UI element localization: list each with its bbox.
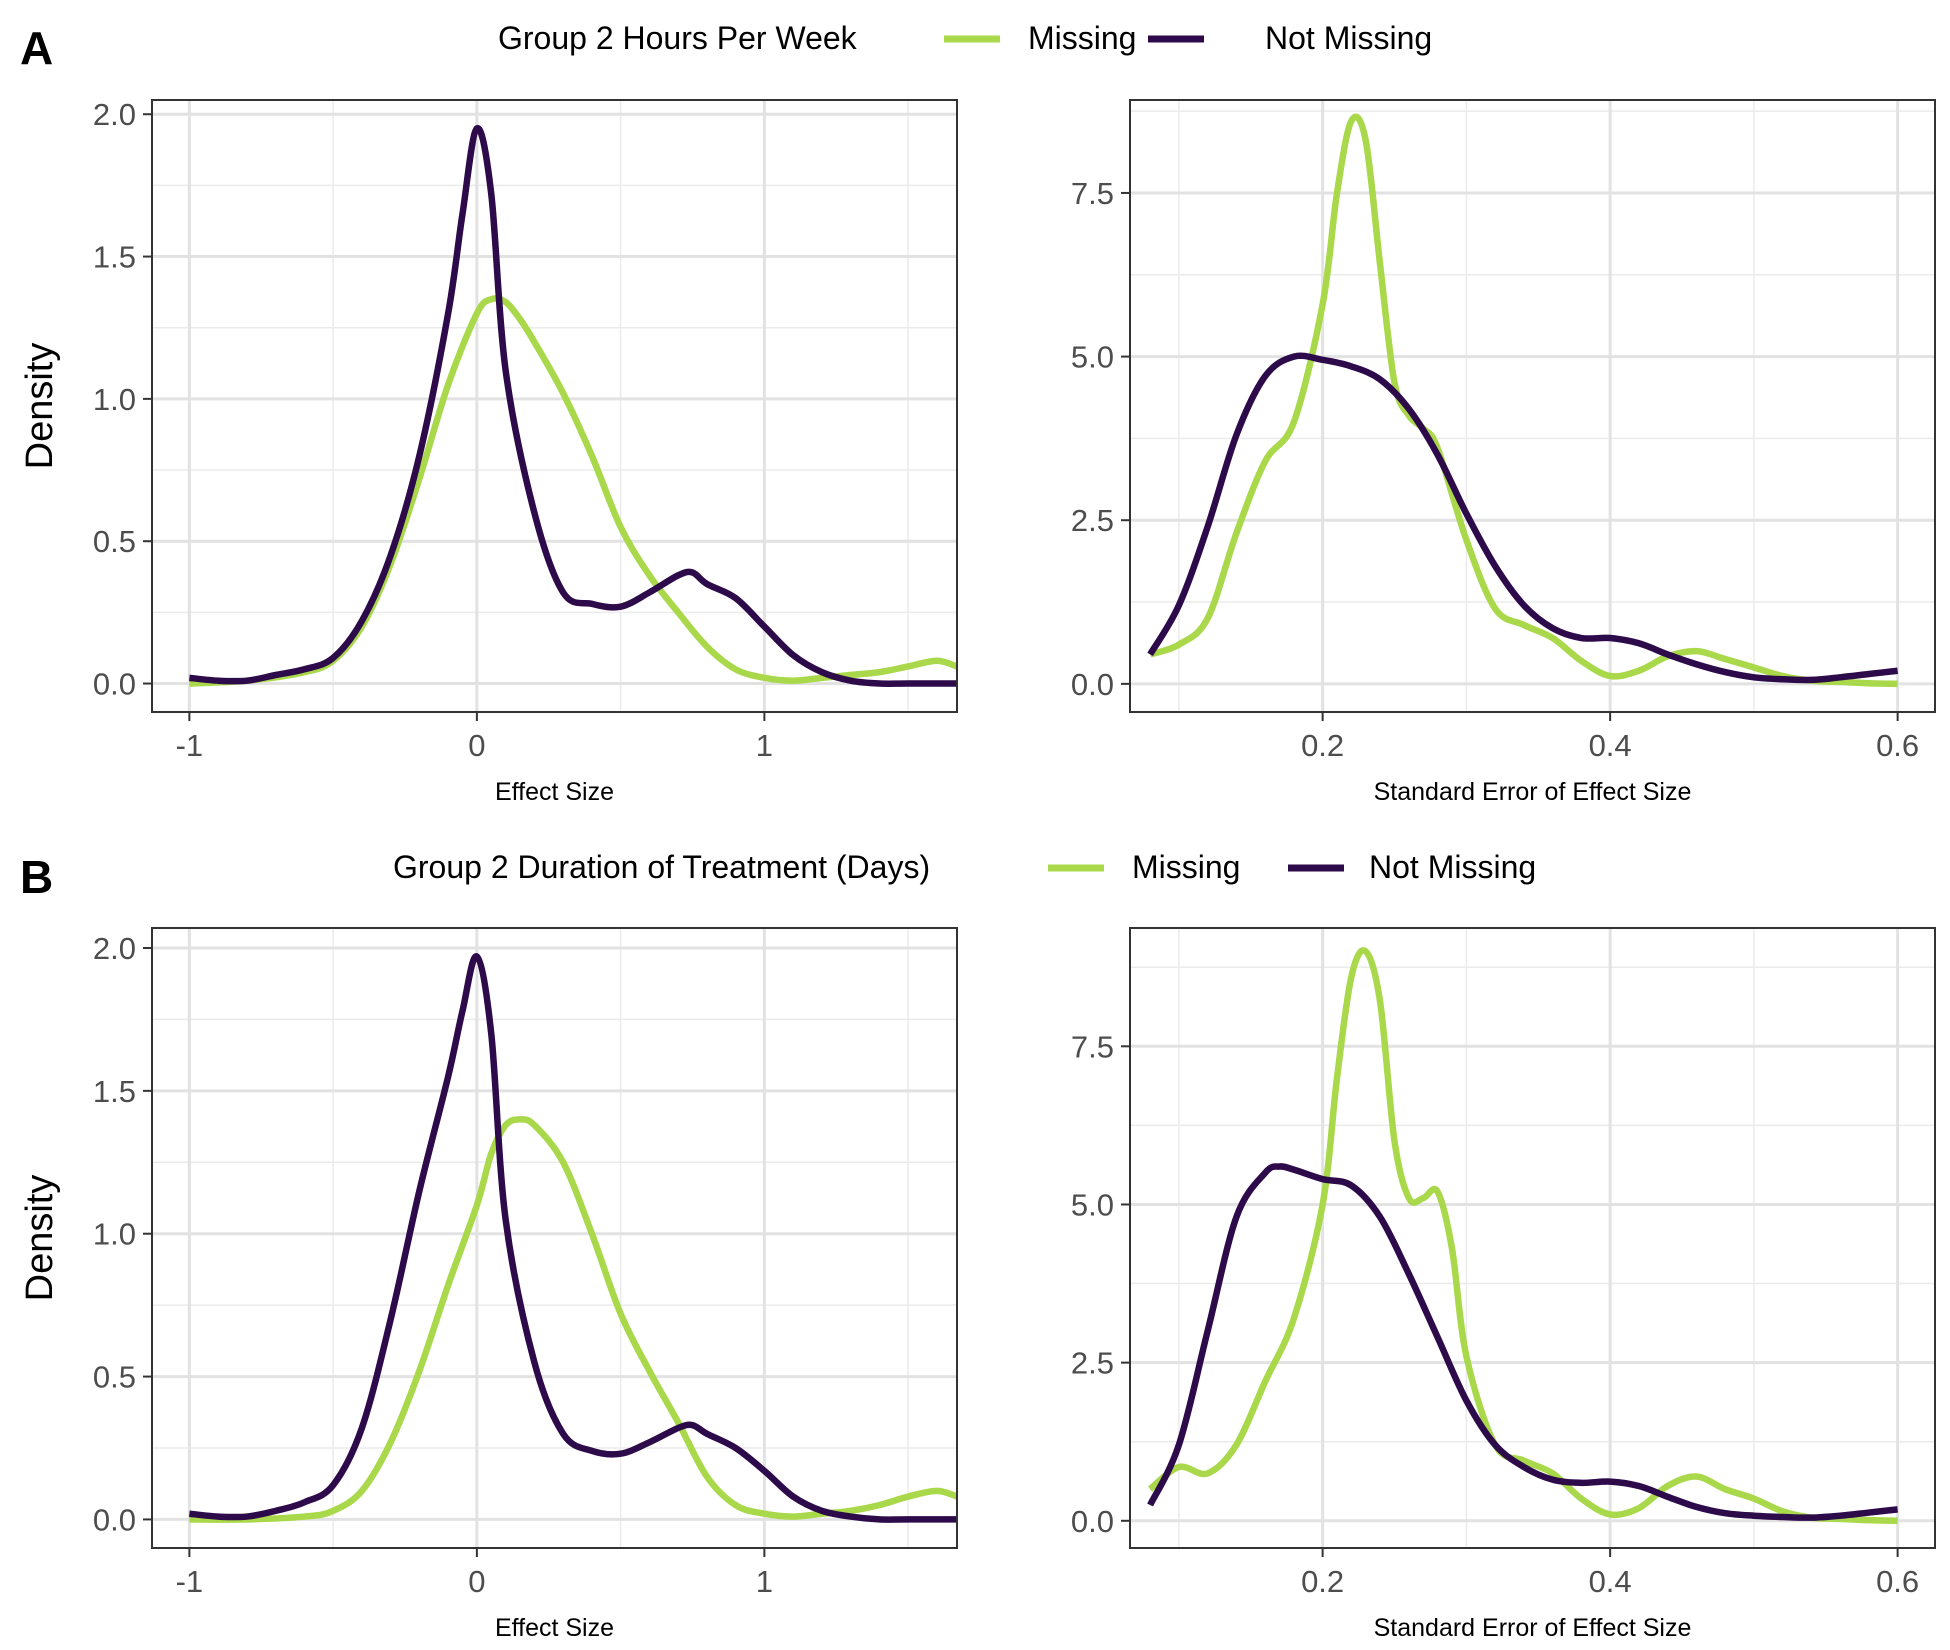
x-axis-title: Standard Error of Effect Size [1374,778,1692,806]
panel-label-a: A [20,22,53,74]
x-tick-label: 1 [756,728,773,763]
y-tick-label: 1.0 [93,1217,136,1252]
legend-b: Group 2 Duration of Treatment (Days) Mis… [393,849,1536,885]
plot-border [1129,99,1936,713]
legend-a-missing-label: Missing [1028,20,1136,56]
y-tick-label: 0.0 [93,667,136,702]
plot-2: 0.2 0.4 0.6 0.0 2.5 5.0 7.5 Standard Error of E… [1071,99,1936,806]
x-tick-label: 0.4 [1589,728,1632,763]
y-tick-label: 1.5 [93,1074,136,1109]
y-tick-label: 0.0 [93,1502,136,1537]
series-line-not-missing [189,125,957,687]
x-tick-label: -1 [176,1564,204,1599]
y-tick-label: 2.5 [1071,503,1114,538]
legend-a-title: Group 2 Hours Per Week [498,20,858,56]
y-tick-label: 0.0 [1071,1504,1114,1539]
y-tick-label: 7.5 [1071,176,1114,211]
plot-border [151,927,958,1549]
y-tick-label: 7.5 [1071,1029,1114,1064]
x-tick-label: 0.2 [1301,1564,1344,1599]
plot-4: 0.2 0.4 0.6 0.0 2.5 5.0 7.5 Standard Error of E… [1071,927,1936,1642]
y-tick-label: 0.0 [1071,667,1114,702]
y-tick-label: 5.0 [1071,1187,1114,1222]
plot-background [1130,928,1935,1548]
legend-b-not-missing-label: Not Missing [1369,849,1536,885]
y-tick-label: 2.0 [93,931,136,966]
y-tick-label: 2.0 [93,97,136,132]
legend-b-missing-label: Missing [1132,849,1240,885]
plot-border [151,99,958,713]
x-tick-label: 0.4 [1589,1564,1632,1599]
y-axis-title: Density [19,1175,61,1302]
series-line-missing [1148,947,1898,1525]
y-tick-label: 1.5 [93,240,136,275]
legend-a-not-missing-label: Not Missing [1265,20,1432,56]
series-line-not-missing [1147,1163,1898,1521]
plots: -1 0 1 0.0 0.5 1.0 1.5 2.0 Effect Size Density 0.2… [19,97,1936,1642]
x-axis-title: Effect Size [495,1614,614,1642]
series-line-not-missing [189,953,957,1523]
plot-background [152,928,957,1548]
y-tick-label: 0.5 [93,1360,136,1395]
y-tick-label: 1.0 [93,382,136,417]
plot-1: -1 0 1 0.0 0.5 1.0 1.5 2.0 Effect Size Density [19,97,958,806]
x-tick-label: 0.2 [1301,728,1344,763]
x-tick-label: 1 [756,1564,773,1599]
plot-3: -1 0 1 0.0 0.5 1.0 1.5 2.0 Effect Size Density [19,927,958,1642]
y-tick-label: 5.0 [1071,340,1114,375]
y-tick-label: 2.5 [1071,1346,1114,1381]
plot-background [152,100,957,712]
x-tick-label: 0.6 [1876,1564,1919,1599]
x-axis-title: Effect Size [495,778,614,806]
x-tick-label: 0 [468,1564,485,1599]
legend-b-title: Group 2 Duration of Treatment (Days) [393,849,930,885]
x-tick-label: 0.6 [1876,728,1919,763]
x-tick-label: -1 [176,728,204,763]
legend-a: Group 2 Hours Per Week Missing Not Missi… [498,20,1432,56]
y-axis-title: Density [19,343,61,470]
plot-border [1129,927,1936,1549]
panel-label-b: B [20,851,53,903]
x-tick-label: 0 [468,728,485,763]
x-axis-title: Standard Error of Effect Size [1374,1614,1692,1642]
series-line-not-missing [1147,352,1898,684]
y-tick-label: 0.5 [93,524,136,559]
